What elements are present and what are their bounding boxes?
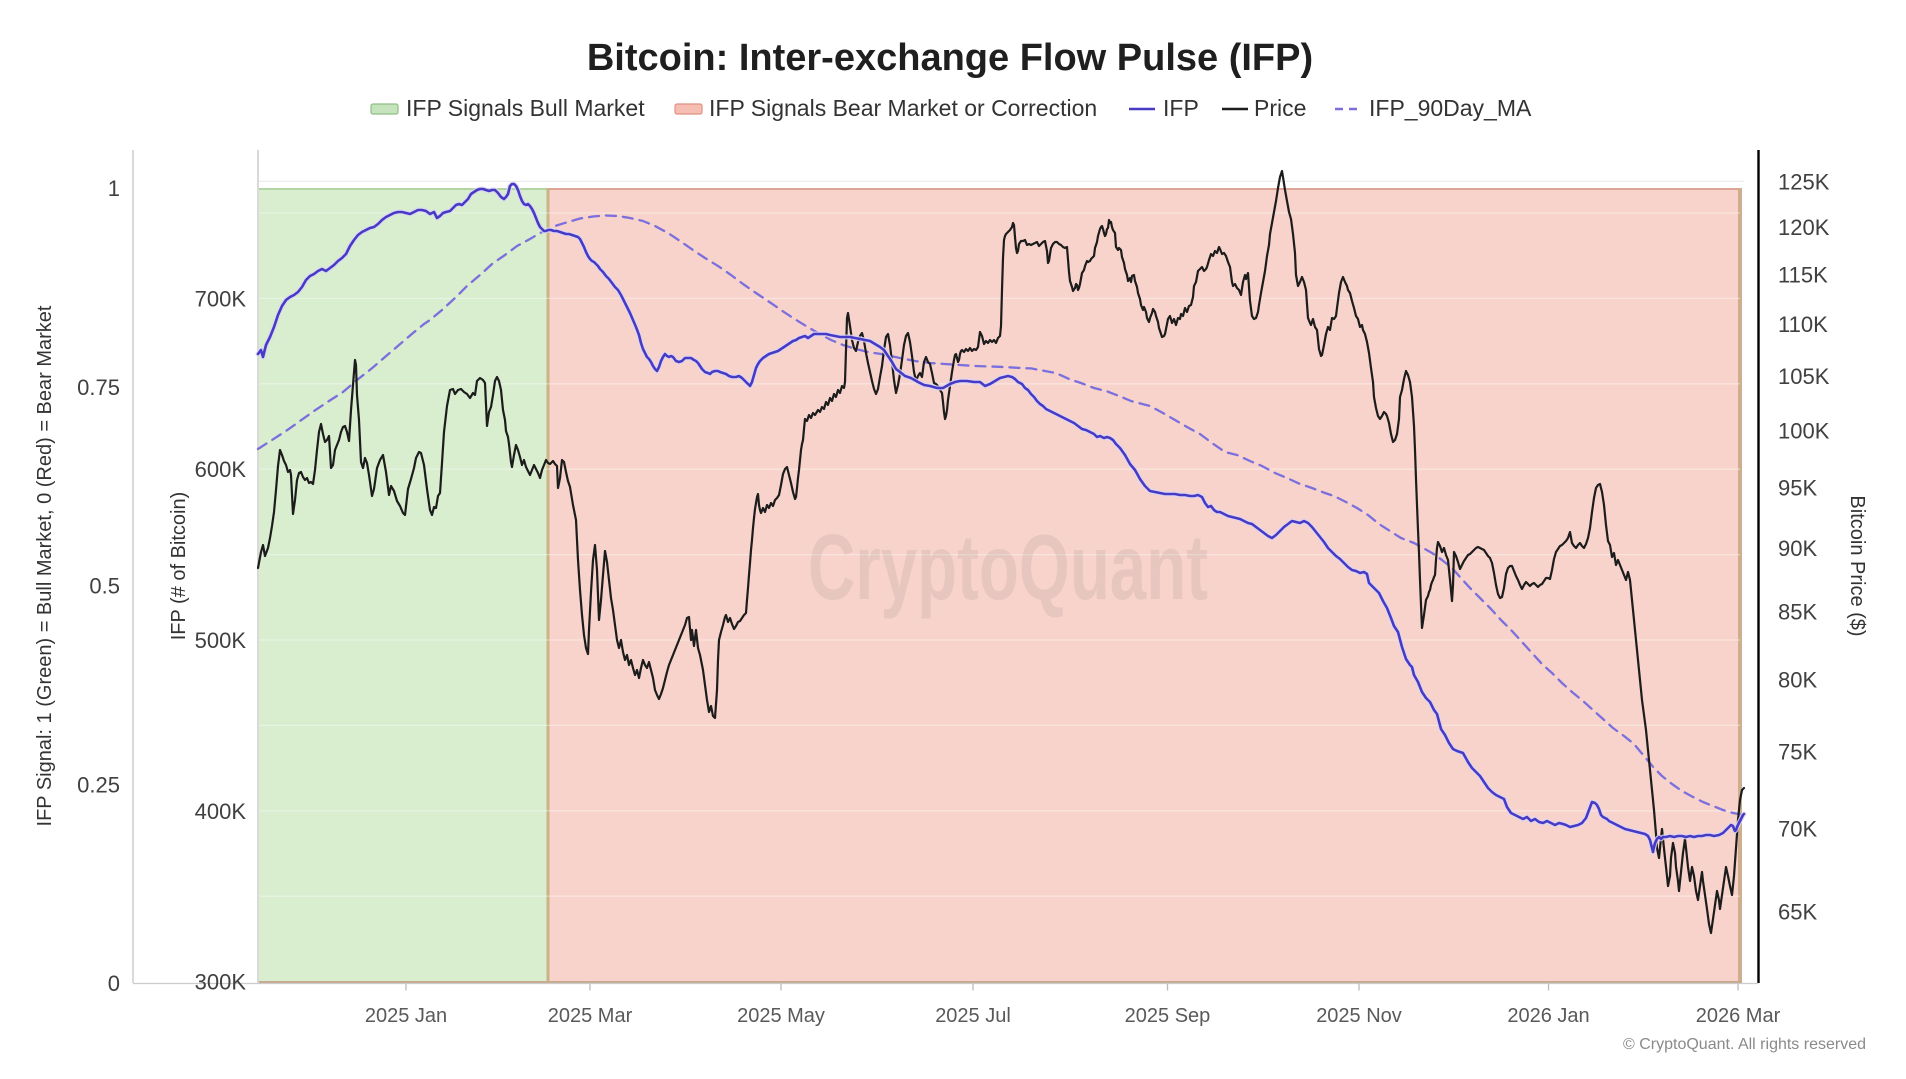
svg-text:75K: 75K [1778, 739, 1817, 764]
svg-text:70K: 70K [1778, 816, 1817, 841]
svg-text:85K: 85K [1778, 600, 1817, 625]
svg-text:120K: 120K [1778, 215, 1830, 240]
svg-text:2026 Mar: 2026 Mar [1696, 1005, 1781, 1027]
svg-text:95K: 95K [1778, 476, 1817, 501]
svg-text:Bitcoin Price ($): Bitcoin Price ($) [1846, 495, 1868, 636]
svg-text:0.5: 0.5 [89, 574, 120, 599]
svg-text:90K: 90K [1778, 536, 1817, 561]
svg-text:2025 Jul: 2025 Jul [935, 1005, 1011, 1027]
svg-text:CryptoQuant: CryptoQuant [808, 515, 1208, 619]
svg-text:400K: 400K [195, 799, 247, 824]
svg-text:2025 Nov: 2025 Nov [1316, 1005, 1402, 1027]
svg-text:105K: 105K [1778, 364, 1830, 389]
svg-text:500K: 500K [195, 628, 247, 653]
svg-text:125K: 125K [1778, 169, 1830, 194]
svg-text:© CryptoQuant. All rights rese: © CryptoQuant. All rights reserved [1623, 1036, 1866, 1053]
svg-text:IFP: IFP [1163, 95, 1199, 121]
svg-text:Price: Price [1254, 95, 1306, 121]
svg-text:0.75: 0.75 [77, 375, 120, 400]
svg-text:2026 Jan: 2026 Jan [1507, 1005, 1589, 1027]
svg-text:2025 Sep: 2025 Sep [1125, 1005, 1211, 1027]
svg-text:2025 Jan: 2025 Jan [365, 1005, 447, 1027]
svg-text:IFP Signal: 1 (Green) = Bull M: IFP Signal: 1 (Green) = Bull Market, 0 (… [34, 305, 56, 826]
svg-text:80K: 80K [1778, 667, 1817, 692]
svg-text:65K: 65K [1778, 899, 1817, 924]
svg-text:2025 Mar: 2025 Mar [548, 1005, 633, 1027]
svg-text:110K: 110K [1778, 312, 1828, 337]
svg-text:Bitcoin: Inter-exchange Flow P: Bitcoin: Inter-exchange Flow Pulse (IFP) [587, 37, 1313, 79]
svg-text:1: 1 [108, 176, 120, 201]
svg-text:IFP Signals Bear Market or Cor: IFP Signals Bear Market or Correction [709, 95, 1097, 121]
svg-text:115K: 115K [1778, 262, 1828, 287]
svg-text:0.25: 0.25 [77, 772, 120, 797]
svg-text:2025 May: 2025 May [737, 1005, 825, 1027]
svg-text:IFP (# of Bitcoin): IFP (# of Bitcoin) [168, 492, 190, 641]
svg-text:700K: 700K [195, 286, 247, 311]
svg-text:600K: 600K [195, 457, 247, 482]
svg-text:IFP Signals Bull Market: IFP Signals Bull Market [406, 95, 645, 121]
svg-text:IFP_90Day_MA: IFP_90Day_MA [1369, 95, 1532, 121]
svg-text:100K: 100K [1778, 418, 1830, 443]
svg-text:0: 0 [108, 971, 120, 996]
svg-text:300K: 300K [195, 970, 247, 995]
